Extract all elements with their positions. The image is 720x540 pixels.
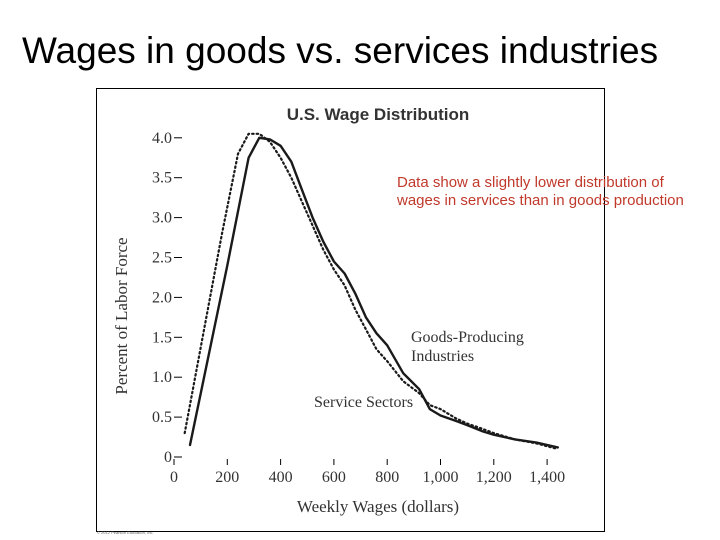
y-tick-label: 2.5 (152, 250, 172, 267)
chart-title: U.S. Wage Distribution (287, 105, 470, 124)
x-axis-label: Weekly Wages (dollars) (297, 497, 459, 516)
x-tick-label: 200 (215, 469, 239, 486)
series-label-services: Service Sectors (314, 394, 413, 411)
y-tick-label: 3.5 (152, 170, 172, 187)
x-axis: 0 200 400 600 800 1,000 1,200 1,400 (170, 459, 565, 486)
chart-frame: U.S. Wage Distribution 0 0.5 1.0 1.5 2.0 2.5 3… (96, 88, 605, 532)
x-tick-label: 0 (170, 469, 178, 486)
series-line-goods (188, 136, 559, 449)
y-tick-label: 2.0 (152, 289, 172, 306)
copyright-notice: © 2012 Pearson Education, Inc. (97, 530, 154, 535)
series-label-goods-line2: Industries (411, 348, 474, 365)
series-label-goods: Goods-Producing (411, 329, 524, 346)
y-tick-label: 1.0 (152, 369, 172, 386)
x-tick-label: 600 (322, 469, 346, 486)
series-group (183, 132, 559, 451)
y-tick-label: 0.5 (152, 409, 172, 426)
y-tick-label: 3.0 (152, 210, 172, 227)
slide-title: Wages in goods vs. services industries (22, 30, 659, 71)
y-tick-label: 0 (164, 449, 172, 466)
x-tick-label: 400 (269, 469, 293, 486)
x-tick-label: 800 (375, 469, 399, 486)
y-axis: 0 0.5 1.0 1.5 2.0 2.5 3.0 3.5 4.0 (152, 130, 182, 466)
y-tick-label: 4.0 (152, 130, 172, 147)
y-axis-label: Percent of Labor Force (112, 237, 131, 394)
annotation-text: Data show a slightly lower distribution … (397, 174, 684, 209)
y-tick-label: 1.5 (152, 329, 172, 346)
x-tick-label: 1,200 (476, 469, 512, 486)
x-tick-label: 1,400 (529, 469, 565, 486)
x-tick-label: 1,000 (423, 469, 459, 486)
wage-distribution-chart: U.S. Wage Distribution 0 0.5 1.0 1.5 2.0 2.5 3… (112, 105, 565, 516)
